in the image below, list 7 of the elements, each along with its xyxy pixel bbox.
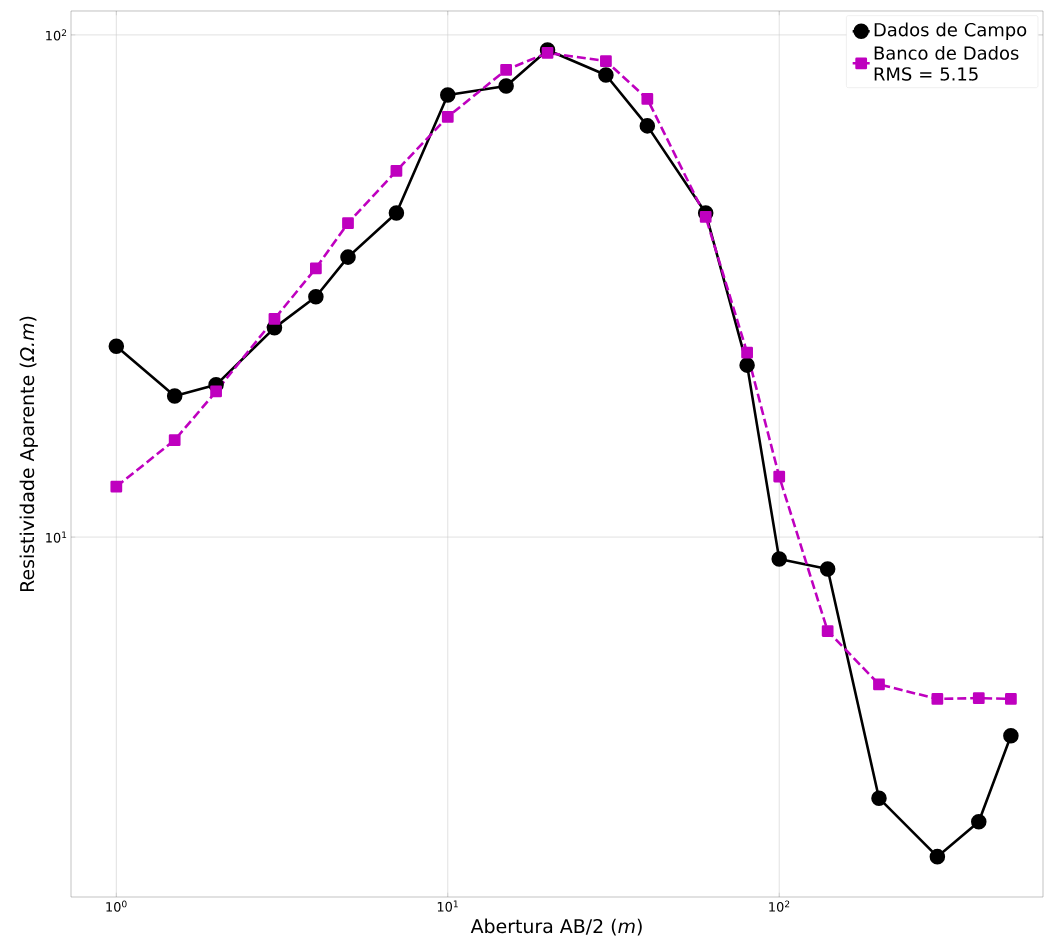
legend-label: Banco de Dados RMS = 5.15 [874,45,1019,81]
x-axis-title: Abertura AB/2 (m) [470,918,642,936]
legend-label: Dados de Campo [874,22,1027,40]
x-tick-label: 10$^{2}$ [769,900,790,912]
x-tick-label: 10$^{0}$ [106,900,127,912]
x-tick-label: 10$^{1}$ [437,900,458,912]
y-axis-title: Resistividade Aparente (Ω.m) [19,316,38,591]
